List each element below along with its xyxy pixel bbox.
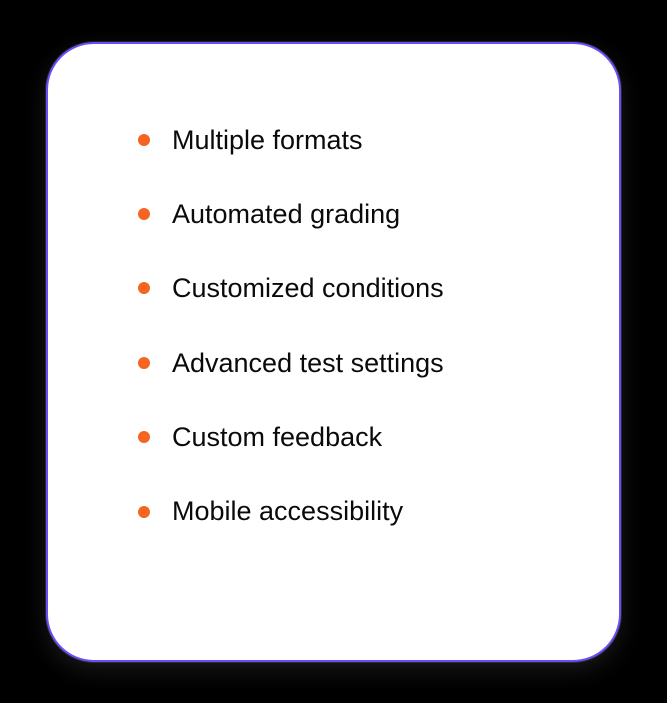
bullet-icon — [138, 134, 150, 146]
bullet-icon — [138, 208, 150, 220]
list-item: Mobile accessibility — [138, 495, 559, 527]
bullet-icon — [138, 282, 150, 294]
feature-label: Mobile accessibility — [172, 495, 403, 527]
bullet-icon — [138, 506, 150, 518]
list-item: Automated grading — [138, 198, 559, 230]
feature-label: Multiple formats — [172, 124, 363, 156]
bullet-icon — [138, 357, 150, 369]
feature-card: Multiple formats Automated grading Custo… — [46, 42, 621, 662]
list-item: Customized conditions — [138, 272, 559, 304]
feature-list: Multiple formats Automated grading Custo… — [138, 124, 559, 528]
feature-label: Customized conditions — [172, 272, 444, 304]
list-item: Multiple formats — [138, 124, 559, 156]
feature-label: Automated grading — [172, 198, 400, 230]
bullet-icon — [138, 431, 150, 443]
list-item: Advanced test settings — [138, 347, 559, 379]
feature-label: Custom feedback — [172, 421, 382, 453]
list-item: Custom feedback — [138, 421, 559, 453]
feature-label: Advanced test settings — [172, 347, 444, 379]
